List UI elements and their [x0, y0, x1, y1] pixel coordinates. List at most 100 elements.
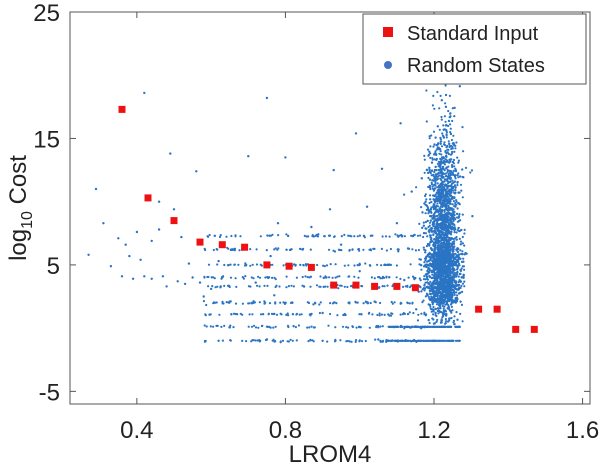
random-state-point — [388, 314, 391, 317]
random-state-point — [213, 301, 217, 304]
random-state-point — [339, 243, 343, 246]
random-state-point — [321, 311, 324, 315]
random-state-point — [384, 263, 387, 267]
standard-input-point — [530, 325, 538, 333]
random-state-point — [276, 222, 280, 225]
random-state-point — [265, 338, 269, 341]
standard-input-point — [493, 305, 501, 313]
standard-input-point — [475, 305, 483, 313]
random-state-point — [120, 275, 124, 278]
random-state-point — [157, 228, 161, 231]
legend-label-standard-input: Standard Input — [407, 23, 539, 45]
random-state-point — [358, 270, 361, 273]
random-state-point — [406, 247, 410, 250]
random-state-point — [187, 262, 191, 265]
x-tick-label: 0.4 — [120, 417, 153, 444]
plot-area — [87, 70, 538, 344]
random-state-point — [102, 222, 105, 225]
random-state-point — [165, 285, 168, 288]
random-state-point — [377, 338, 380, 341]
random-state-point — [373, 300, 376, 303]
random-state-point — [128, 254, 131, 258]
standard-input-point — [144, 194, 152, 202]
random-state-point — [284, 156, 287, 159]
random-state-point — [157, 200, 161, 203]
plot-frame — [69, 11, 591, 405]
random-states-density — [202, 84, 474, 344]
legend-marker-random-states — [384, 61, 392, 69]
y-tick-label: 15 — [33, 126, 60, 153]
random-state-point — [202, 295, 205, 298]
legend-label-random-states: Random States — [407, 55, 545, 77]
y-tick-label: -5 — [39, 379, 60, 406]
standard-input-point — [196, 238, 204, 246]
random-state-point — [261, 313, 265, 316]
legend-box — [362, 13, 587, 85]
random-state-point — [228, 300, 231, 303]
random-state-point — [235, 313, 239, 316]
random-state-point — [176, 280, 179, 283]
standard-input-point — [285, 262, 293, 270]
random-state-point — [109, 265, 113, 268]
random-state-point — [150, 239, 153, 243]
random-state-point — [269, 254, 272, 258]
random-state-point — [254, 281, 257, 284]
random-state-point — [395, 222, 399, 225]
random-state-point — [217, 339, 220, 342]
random-state-point — [313, 301, 317, 304]
random-state-point — [217, 259, 220, 263]
standard-input-point — [307, 263, 315, 271]
random-state-point — [161, 275, 165, 278]
legend: Standard Input Random States — [362, 13, 587, 85]
x-axis-label: LROM4 — [289, 441, 372, 468]
axes: 0.4 0.8 1.2 1.6 -5 5 15 25 LROM4 log10 Cost — [5, 0, 599, 468]
y-axis-label: log10 Cost — [5, 155, 36, 261]
standard-input-point — [118, 105, 126, 113]
random-state-point — [247, 155, 250, 158]
random-state-point — [380, 167, 384, 170]
random-state-point — [347, 301, 350, 304]
random-state-point — [310, 225, 313, 229]
random-state-point — [321, 339, 324, 342]
standard-input-point — [218, 241, 226, 249]
random-state-point — [150, 277, 153, 280]
standard-input-point — [352, 281, 360, 289]
random-state-point — [124, 243, 127, 246]
random-state-point — [328, 208, 332, 211]
x-tick-label: 1.6 — [566, 417, 599, 444]
x-tick-label: 1.2 — [417, 417, 450, 444]
standard-input-point — [512, 325, 520, 333]
standard-input-point — [263, 261, 271, 269]
random-state-point — [135, 230, 139, 234]
random-state-point — [403, 278, 406, 282]
y-tick-label: 5 — [47, 253, 60, 280]
standard-input-point — [330, 281, 338, 289]
random-state-point — [399, 122, 402, 125]
random-state-point — [180, 235, 183, 239]
random-state-point — [332, 168, 335, 172]
random-state-point — [195, 170, 198, 173]
random-state-point — [354, 132, 358, 135]
random-state-point — [143, 91, 146, 95]
random-state-point — [302, 285, 306, 288]
random-state-point — [250, 301, 254, 304]
random-state-point — [209, 287, 213, 291]
standard-input-point — [241, 243, 249, 251]
random-state-point — [169, 152, 172, 155]
random-state-point — [143, 275, 146, 278]
random-state-point — [365, 205, 369, 208]
random-state-point — [273, 294, 276, 297]
random-state-point — [172, 208, 176, 211]
random-state-point — [131, 277, 135, 280]
random-state-point — [221, 276, 224, 279]
random-state-point — [87, 253, 90, 256]
random-state-point — [198, 281, 202, 284]
random-state-point — [410, 190, 413, 193]
random-state-point — [139, 258, 142, 261]
random-state-point — [191, 276, 194, 279]
standard-input-point — [411, 284, 419, 292]
y-tick-label: 25 — [33, 0, 60, 27]
random-state-point — [183, 282, 187, 286]
